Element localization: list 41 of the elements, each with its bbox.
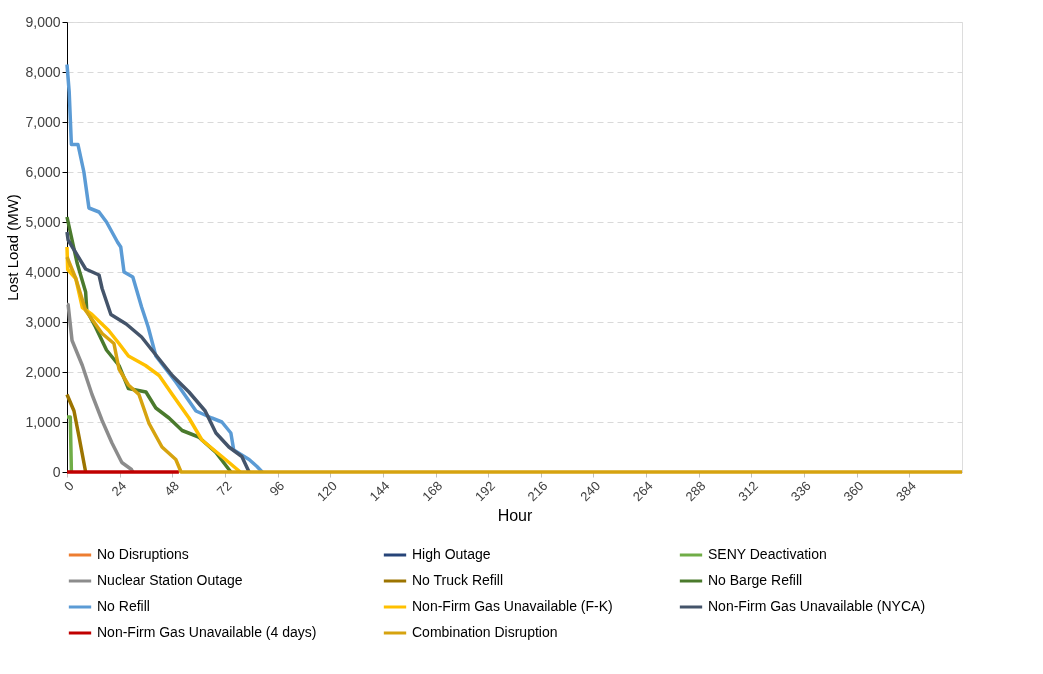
x-tick-label: 0 xyxy=(60,478,77,494)
legend-label: Non-Firm Gas Unavailable (F-K) xyxy=(412,598,613,614)
legend-label: SENY Deactivation xyxy=(708,546,827,562)
x-tick-label: 168 xyxy=(419,478,446,505)
x-tick-label: 144 xyxy=(366,478,393,505)
x-tick-label: 216 xyxy=(524,478,551,505)
legend-label: Nuclear Station Outage xyxy=(97,572,243,588)
legend-label: No Barge Refill xyxy=(708,572,803,588)
x-tick-label: 72 xyxy=(213,478,235,499)
x-tick-label: 336 xyxy=(787,478,814,505)
x-tick-label: 264 xyxy=(629,478,656,505)
y-tick-label: 1,000 xyxy=(25,413,61,430)
legend-label: No Disruptions xyxy=(97,546,189,562)
line-series xyxy=(65,255,964,474)
x-tick-label: 360 xyxy=(840,478,867,505)
x-tick-label: 192 xyxy=(471,478,498,505)
y-tick-label: 0 xyxy=(52,463,61,480)
x-tick-label: 240 xyxy=(577,478,604,505)
legend-label: No Refill xyxy=(97,598,150,614)
legend-label: High Outage xyxy=(412,546,491,562)
x-tick-label: 120 xyxy=(313,478,340,505)
y-tick-label: 5,000 xyxy=(25,213,61,230)
y-tick-label: 4,000 xyxy=(25,263,61,280)
x-tick-label: 48 xyxy=(161,478,182,499)
x-tick-label: 384 xyxy=(893,478,920,505)
x-tick-label: 96 xyxy=(266,478,288,499)
legend-label: Non-Firm Gas Unavailable (4 days) xyxy=(97,624,317,640)
x-axis-title: Hour xyxy=(497,507,534,525)
y-tick-label: 2,000 xyxy=(25,363,61,380)
x-tick-label: 312 xyxy=(735,478,762,505)
legend-label: Non-Firm Gas Unavailable (NYCA) xyxy=(708,598,926,614)
y-axis-title: Lost Load (MW) xyxy=(4,194,22,301)
legend-label: Combination Disruption xyxy=(412,624,558,640)
x-tick-label: 24 xyxy=(108,478,130,499)
y-tick-label: 7,000 xyxy=(25,113,61,130)
legend-label: No Truck Refill xyxy=(412,572,504,588)
y-tick-label: 6,000 xyxy=(25,163,61,180)
y-tick-label: 9,000 xyxy=(25,13,61,30)
x-tick-label: 288 xyxy=(682,478,709,505)
y-tick-label: 8,000 xyxy=(25,63,61,80)
y-tick-label: 3,000 xyxy=(25,313,61,330)
